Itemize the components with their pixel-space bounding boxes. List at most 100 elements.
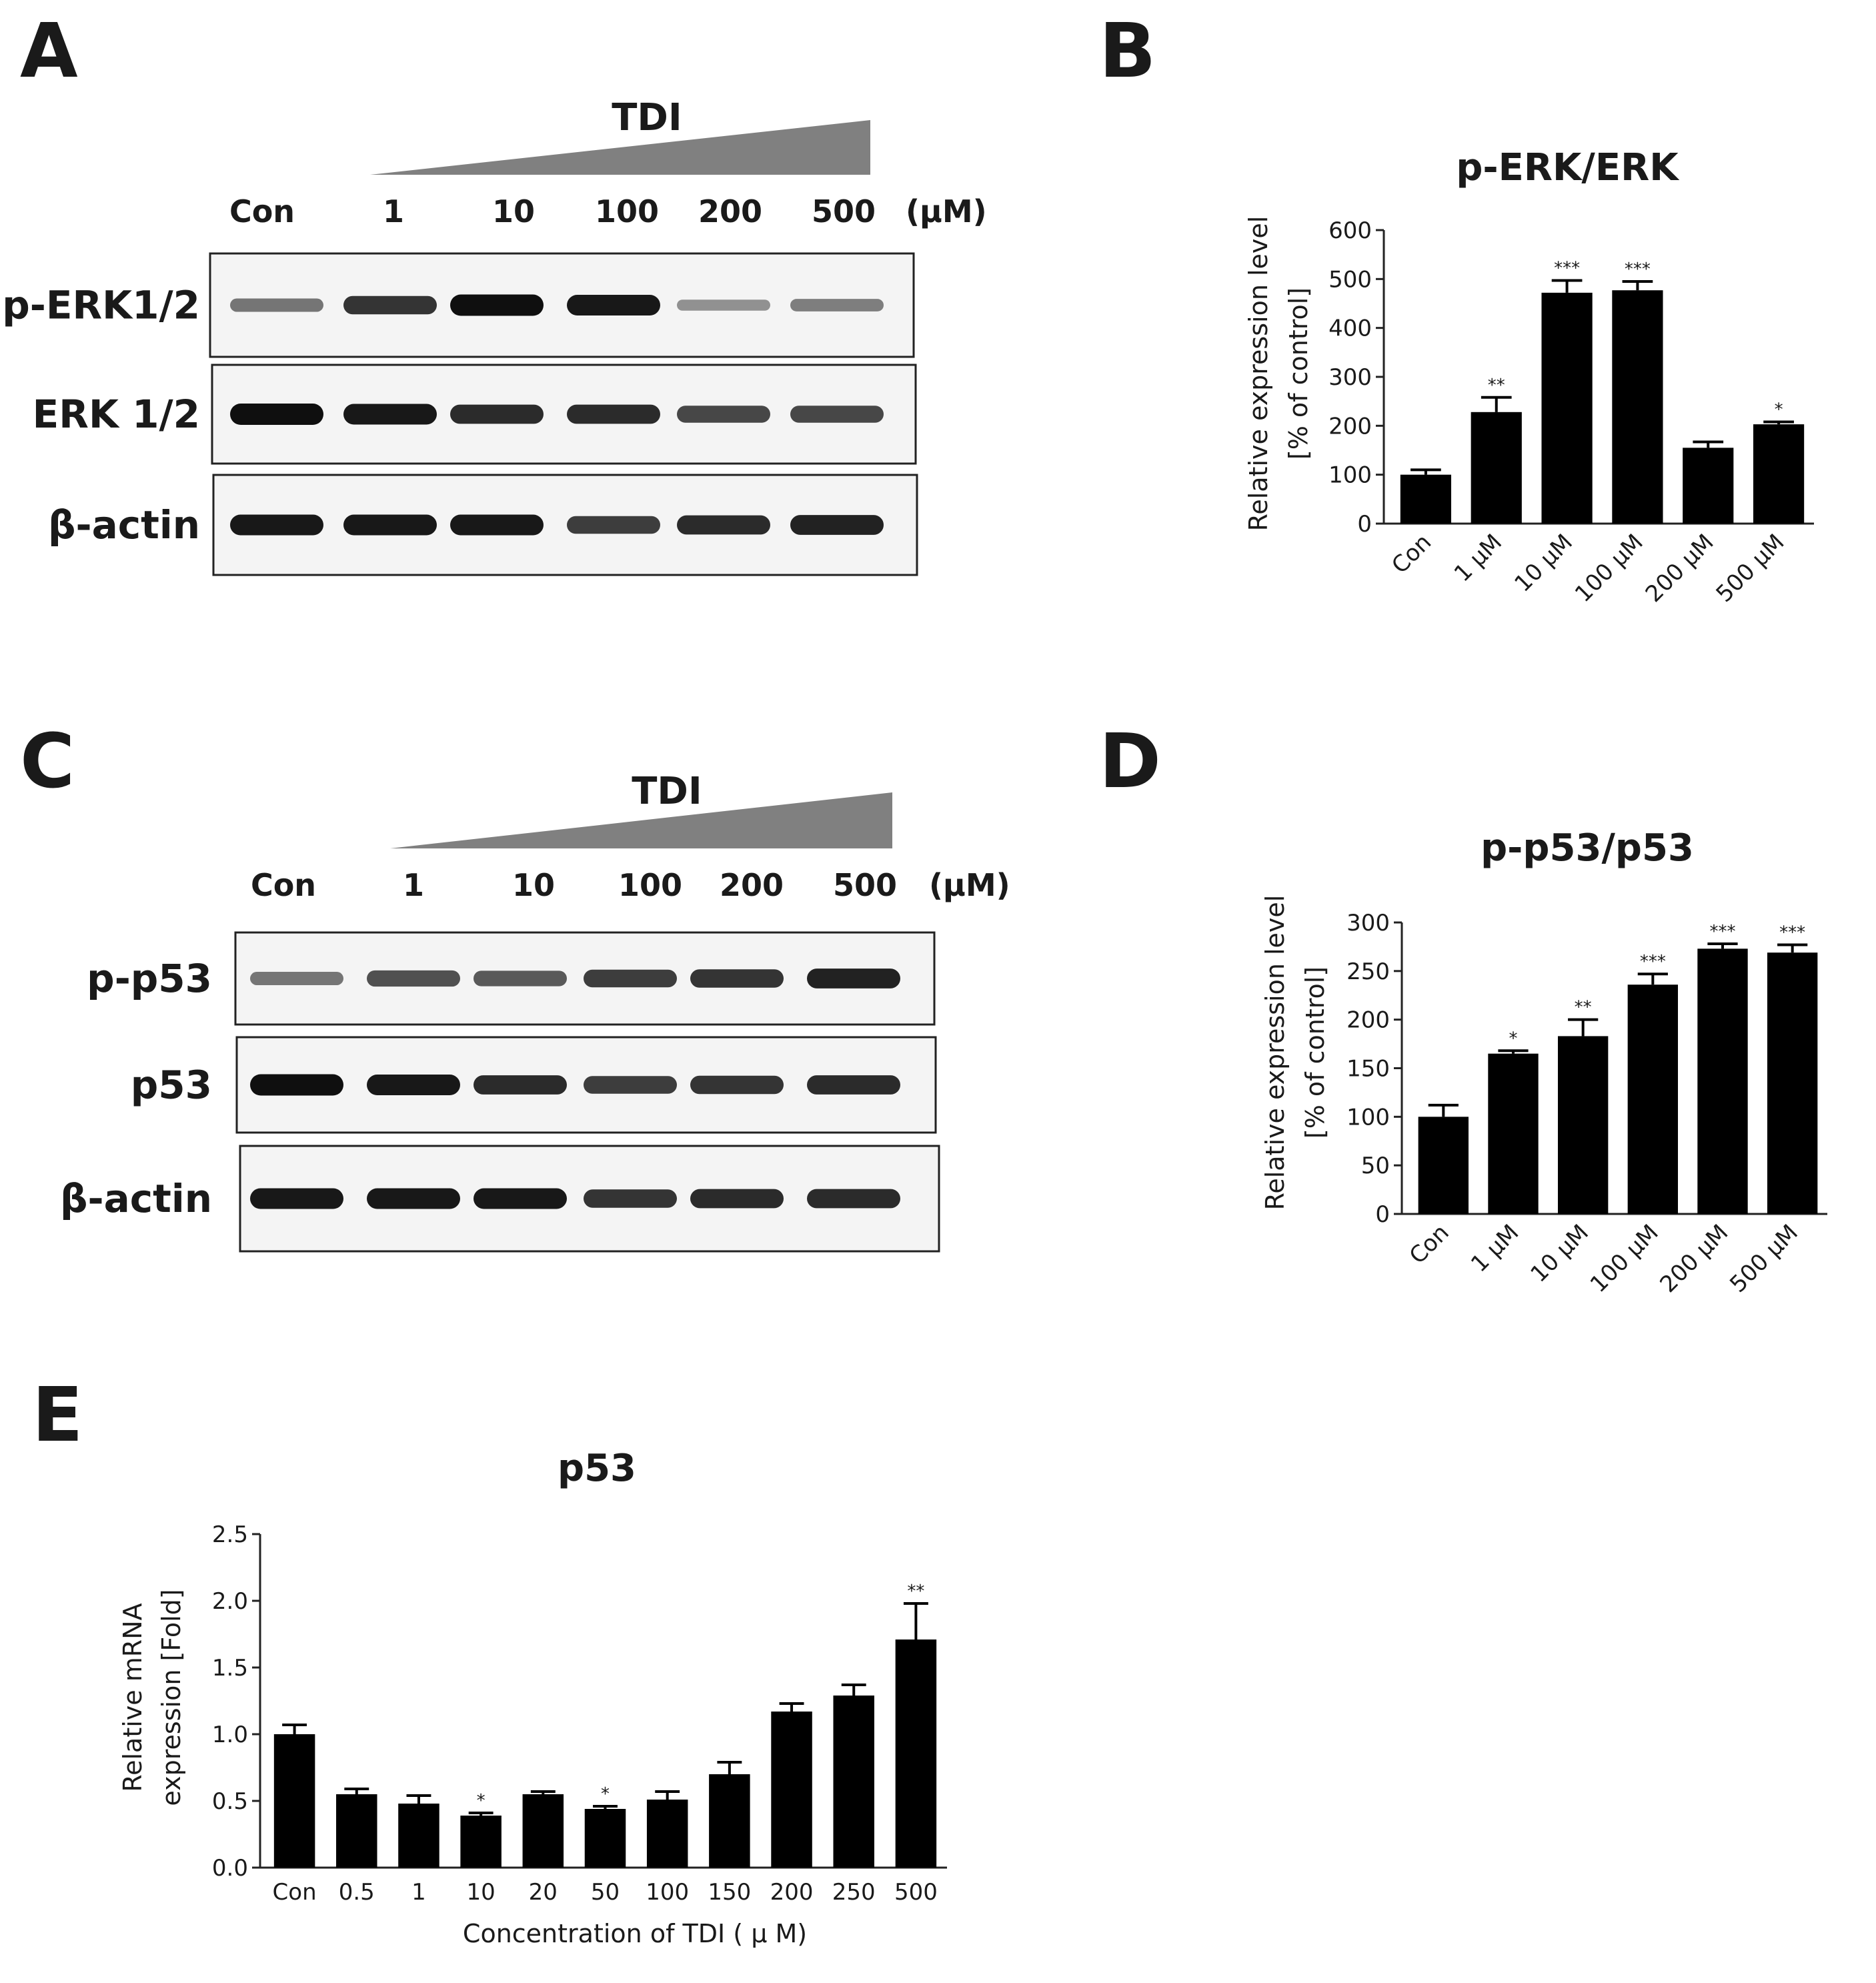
- x-tick-label: Con: [1404, 1219, 1455, 1269]
- panel-letter-e: E: [32, 1372, 83, 1459]
- blot-label: p53: [131, 1063, 212, 1108]
- x-tick-label: 200: [770, 1879, 814, 1906]
- protein-band: [567, 404, 660, 424]
- protein-band: [474, 1188, 567, 1209]
- protein-band: [690, 1075, 784, 1095]
- protein-band: [584, 1189, 677, 1208]
- bar: [771, 1712, 812, 1868]
- x-tick-label: 250: [832, 1879, 876, 1906]
- protein-band: [690, 969, 784, 988]
- blot-strip: β-actin: [48, 474, 918, 576]
- blot-strips: p-ERK1/2 ERK 1/2 β-actin: [2, 252, 918, 576]
- significance-marker: **: [907, 1581, 924, 1601]
- blot-strip: β-actin: [60, 1145, 940, 1253]
- y-tick-label: 2.5: [212, 1521, 248, 1548]
- bar-chart-p-p53-p53: p-p53/p53 Relative expression level [% o…: [1260, 826, 1827, 1298]
- panel-letter-b: B: [1099, 8, 1156, 95]
- y-tick-label: 0: [1357, 511, 1372, 538]
- protein-band: [450, 514, 544, 536]
- protein-band: [367, 1188, 460, 1209]
- bar: [1541, 292, 1593, 524]
- x-tick-label: 1 μM: [1466, 1219, 1524, 1277]
- bar: [709, 1774, 750, 1868]
- x-tick-label: 10 μM: [1509, 529, 1578, 598]
- bar: [646, 1800, 688, 1868]
- western-blot-panel-c: TDI Con 1 10 100 200 500 (μM) p-p53 p53 β-actin: [60, 770, 1010, 1253]
- significance-marker: ***: [1779, 923, 1805, 943]
- significance-marker: **: [1575, 998, 1592, 1018]
- y-tick-label: 50: [1361, 1153, 1390, 1179]
- x-tick-label: 200 μM: [1641, 529, 1719, 608]
- protein-band: [343, 404, 437, 425]
- lane-labels: Con 1 10 100 200 500: [229, 193, 876, 229]
- protein-band: [250, 972, 343, 985]
- y-tick-label: 1.0: [212, 1722, 248, 1748]
- y-tick-label: 0.5: [212, 1788, 248, 1815]
- x-tick-label: 500 μM: [1725, 1219, 1803, 1298]
- bar: [398, 1804, 439, 1868]
- lane-labels: Con 1 10 100 200 500: [251, 867, 897, 903]
- blot-label: β-actin: [60, 1176, 212, 1221]
- bar: [1488, 1053, 1539, 1214]
- treatment-label: TDI: [612, 96, 682, 139]
- x-tick-label: 20: [529, 1879, 558, 1906]
- protein-band: [474, 970, 567, 986]
- lane-label: 200: [720, 867, 784, 903]
- x-tick-label: Con: [273, 1879, 317, 1906]
- x-tick-label: 100: [646, 1879, 689, 1906]
- y-axis-label: Relative expression level: [1244, 216, 1273, 532]
- protein-band: [450, 294, 544, 316]
- y-tick-label: 100: [1328, 462, 1372, 489]
- blot-label: p-p53: [87, 956, 212, 1001]
- y-axis-label: Relative expression level: [1260, 895, 1290, 1211]
- y-tick-label: 300: [1328, 364, 1372, 391]
- panel-letter-a: A: [20, 8, 78, 95]
- lane-label: 500: [833, 867, 897, 903]
- treatment-label: TDI: [632, 770, 702, 813]
- blot-label: p-ERK1/2: [2, 283, 200, 328]
- x-tick-label: 500: [894, 1879, 938, 1906]
- panel-letter-d: D: [1099, 718, 1161, 805]
- blot-strip: p-ERK1/2: [2, 252, 915, 358]
- y-tick-label: 600: [1328, 217, 1372, 244]
- y-axis-label-unit: [% of control]: [1300, 966, 1330, 1139]
- x-tick-label: 100 μM: [1585, 1219, 1664, 1298]
- x-tick-label: 0.5: [339, 1879, 375, 1906]
- lane-label: 10: [512, 867, 555, 903]
- chart-title: p-ERK/ERK: [1456, 146, 1680, 189]
- lane-label: 1: [403, 867, 424, 903]
- bar: [1697, 948, 1748, 1214]
- protein-band: [367, 970, 460, 987]
- significance-marker: *: [477, 1791, 486, 1811]
- significance-marker: *: [1775, 400, 1783, 420]
- bar: [336, 1794, 377, 1868]
- protein-band: [584, 1076, 677, 1094]
- significance-marker: **: [1488, 376, 1505, 396]
- concentration-gradient-wedge: [390, 792, 892, 848]
- concentration-gradient-wedge: [370, 120, 870, 175]
- lane-label: 500: [812, 193, 876, 229]
- panel-letter-c: C: [20, 718, 75, 805]
- protein-band: [690, 1189, 784, 1209]
- lane-label: 100: [618, 867, 682, 903]
- y-tick-label: 250: [1346, 958, 1390, 985]
- x-tick-label: 150: [708, 1879, 751, 1906]
- y-axis-label-unit: [% of control]: [1284, 287, 1313, 460]
- y-tick-label: 1.5: [212, 1655, 248, 1682]
- protein-band: [450, 404, 544, 424]
- protein-band: [567, 295, 660, 315]
- bar: [584, 1809, 626, 1868]
- y-tick-label: 200: [1346, 1007, 1390, 1034]
- x-tick-label: 1: [411, 1879, 426, 1906]
- blot-strip: p53: [131, 1036, 937, 1134]
- blot-label: ERK 1/2: [33, 392, 200, 437]
- y-axis-label-unit: expression [Fold]: [157, 1589, 186, 1806]
- x-tick-label: 100 μM: [1570, 529, 1649, 608]
- bar: [1400, 474, 1452, 524]
- x-tick-label: 10: [467, 1879, 496, 1906]
- bar: [1753, 424, 1805, 524]
- y-tick-label: 0.0: [212, 1855, 248, 1882]
- significance-marker: *: [601, 1784, 610, 1804]
- protein-band: [567, 516, 660, 534]
- protein-band: [677, 515, 770, 535]
